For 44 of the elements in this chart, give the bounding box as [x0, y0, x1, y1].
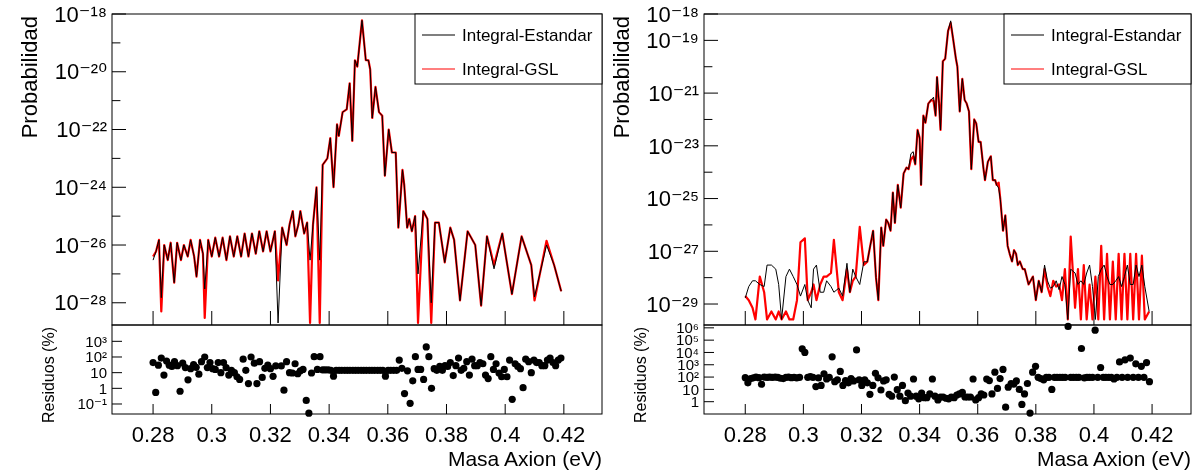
y-tick-label: 10⁻¹ [77, 395, 107, 413]
y-axis-title: Probabilidad [608, 16, 634, 139]
y-tick-label: 1 [98, 379, 107, 397]
y-tick-label: 10⁻²⁷ [647, 238, 700, 264]
legend-label: Integral-GSL [462, 59, 559, 79]
x-tick-label: 0.28 [723, 422, 767, 447]
y-tick-label: 10⁻¹⁹ [646, 28, 699, 54]
x-axis-title: Masa Axion (eV) [447, 447, 602, 470]
y-tick-label: 10⁻²² [56, 117, 107, 143]
x-axis-title: Masa Axion (eV) [1036, 447, 1191, 470]
x-tick-label: 0.3 [788, 422, 819, 447]
y-tick-label: 10⁻²⁴ [54, 174, 107, 200]
y-tick-label: 10⁻²⁹ [646, 291, 699, 317]
y-tick-label: 10² [85, 348, 107, 366]
y-tick-label: 10⁻²⁵ [646, 186, 699, 212]
legend-label: Integral-Estandar [1051, 25, 1182, 45]
x-tick-label: 0.42 [542, 422, 586, 447]
x-tick-label: 0.36 [366, 422, 410, 447]
x-tick-label: 0.38 [1014, 422, 1058, 447]
y-tick-label: 10⁻²⁸ [54, 290, 107, 316]
y-tick-label: 10⁻¹⁸ [646, 1, 699, 27]
y-tick-label: 10⁻²⁰ [54, 59, 108, 85]
x-tick-label: 0.42 [1130, 422, 1174, 447]
y-tick-label: 10³ [85, 332, 107, 350]
x-tick-label: 0.38 [425, 422, 468, 447]
legend-label: Integral-GSL [1051, 59, 1148, 79]
x-tick-label: 0.36 [956, 422, 1000, 447]
y-tick-label: 10⁻²⁶ [54, 232, 107, 258]
y-tick-label: 10⁻¹⁸ [54, 1, 107, 27]
legend-label: Integral-Estandar [462, 25, 593, 45]
x-tick-label: 0.28 [131, 422, 175, 447]
y-tick-label: 10⁻²³ [648, 133, 699, 159]
x-tick-label: 0.32 [840, 422, 883, 447]
x-tick-label: 0.34 [307, 422, 351, 447]
x-tick-label: 0.3 [196, 422, 228, 447]
x-tick-label: 0.4 [1078, 422, 1110, 447]
y-axis-title: Residuos (%) [40, 327, 57, 424]
x-tick-label: 0.34 [898, 422, 942, 447]
x-tick-label: 0.4 [489, 422, 521, 447]
x-tick-label: 0.32 [249, 422, 292, 447]
y-axis-title: Residuos (%) [632, 327, 649, 424]
y-axis-title: Probabilidad [16, 16, 42, 139]
y-tick-label: 10 [90, 363, 107, 381]
y-tick-label: 10⁻²¹ [648, 80, 699, 106]
